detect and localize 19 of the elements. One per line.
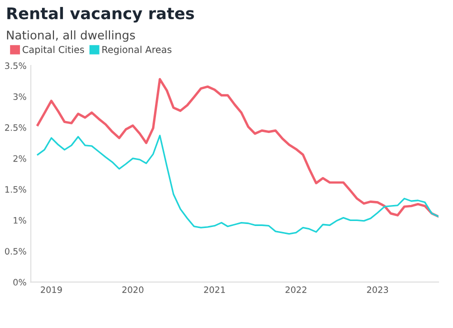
chart-subtitle: National, all dwellings xyxy=(7,30,135,42)
y-tick-label: 1% xyxy=(14,217,26,224)
x-tick-label: 2021 xyxy=(204,286,225,294)
x-tick-label: 2019 xyxy=(40,286,62,294)
y-tick-label: 1.5% xyxy=(5,186,26,193)
y-tick-label: 2.5% xyxy=(5,124,26,131)
x-tick-label: 2020 xyxy=(122,286,144,294)
x-tick-label: 2022 xyxy=(286,286,306,294)
chart-title: Rental vacancy rates xyxy=(7,6,194,23)
y-tick-label: 3.5% xyxy=(5,62,26,70)
x-tick-label: 2023 xyxy=(367,286,388,294)
line-series xyxy=(36,78,439,218)
y-tick-label: 0.5% xyxy=(4,248,26,255)
y-tick-label: 2% xyxy=(13,155,26,162)
y-tick-label: 3% xyxy=(13,93,26,100)
y-tick-label: 0% xyxy=(13,278,26,286)
legend-label: Regional Areas xyxy=(102,46,172,55)
legend-label: Capital Cities xyxy=(22,46,84,55)
line-series xyxy=(36,134,439,235)
